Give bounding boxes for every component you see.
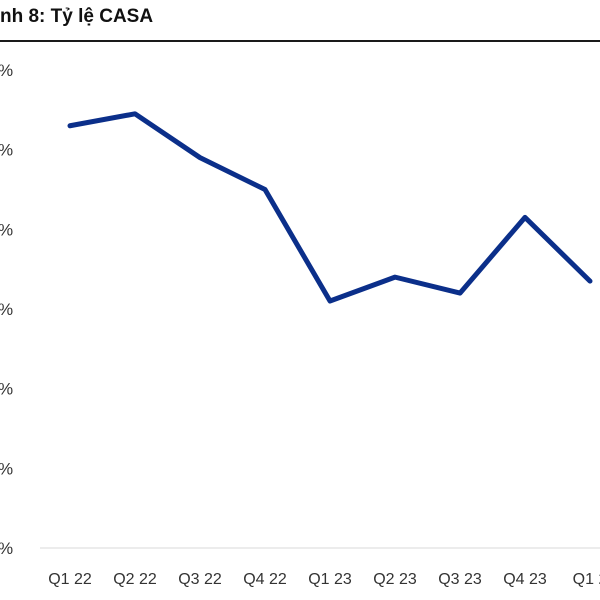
x-tick-label: Q3 23 (438, 571, 482, 588)
y-tick-label: % (0, 300, 13, 319)
x-tick-label: Q1 2 (573, 571, 600, 588)
x-tick-label: Q3 22 (178, 571, 222, 588)
x-tick-label: Q1 22 (48, 571, 92, 588)
x-tick-label: Q2 23 (373, 571, 417, 588)
chart-title: nh 8: Tỷ lệ CASA (0, 6, 154, 27)
x-tick-label: Q4 23 (503, 571, 547, 588)
y-tick-label: % (0, 220, 13, 239)
x-tick-label: Q4 22 (243, 571, 287, 588)
x-tick-label: Q2 22 (113, 571, 157, 588)
y-tick-label: % (0, 380, 13, 399)
x-tick-label: Q1 23 (308, 571, 352, 588)
title-divider (0, 40, 600, 42)
plot-area (67, 111, 593, 304)
y-tick-label: % (0, 459, 13, 478)
y-axis: %%%%%%% (0, 61, 13, 558)
y-tick-label: % (0, 539, 13, 558)
x-axis: Q1 22 Q2 22 Q3 22 Q4 22 Q1 23 Q2 23 Q3 23 Q4 23… (48, 571, 600, 588)
y-tick-label: % (0, 61, 13, 80)
y-tick-label: % (0, 141, 13, 160)
series-line (67, 111, 593, 304)
